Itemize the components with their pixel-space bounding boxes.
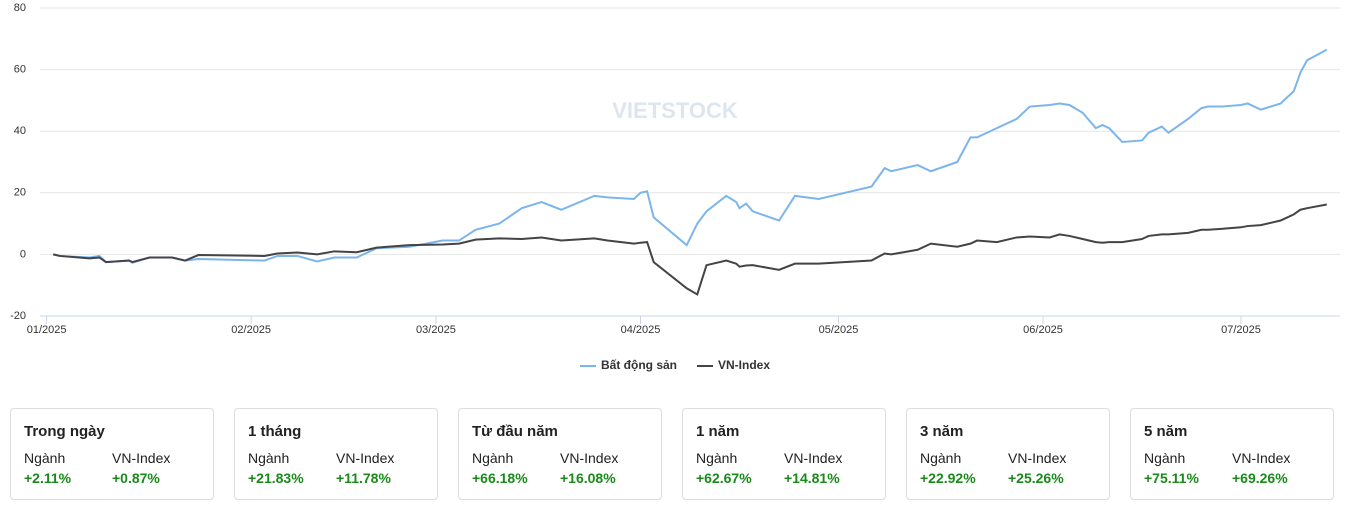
card-title: 1 tháng — [248, 423, 424, 440]
value-row: +22.92% +25.26% — [920, 470, 1096, 486]
sector-label: Ngành — [248, 450, 290, 466]
index-label: VN-Index — [1232, 450, 1291, 466]
card-title: 5 năm — [1144, 423, 1320, 440]
sector-label: Ngành — [1144, 450, 1186, 466]
x-tick-label: 03/2025 — [416, 324, 456, 336]
card-title-text: 1 tháng — [248, 423, 302, 440]
stat-card: 1 tháng Ngành VN-Index +21.83% +11.78% — [234, 408, 438, 500]
sector-label: Ngành — [920, 450, 962, 466]
card-title-text: 1 năm — [696, 423, 740, 440]
x-tick-label: 05/2025 — [819, 324, 859, 336]
y-tick-label: 60 — [14, 64, 26, 76]
stat-card: Từ đầu năm Ngành VN-Index +66.18% +16.08% — [458, 408, 662, 500]
sector-value: +2.11% — [24, 470, 72, 486]
sector-value: +21.83% — [248, 470, 304, 486]
index-value: +69.26% — [1232, 470, 1288, 486]
series-line — [52, 203, 1327, 296]
index-value: +25.26% — [1008, 470, 1064, 486]
x-tick-label: 02/2025 — [231, 324, 271, 336]
series-line — [52, 48, 1328, 264]
cards: Trong ngày Ngành VN-Index +2.11% +0.87% 1 thá… — [10, 408, 1334, 500]
value-row: +21.83% +11.78% — [248, 470, 424, 486]
card-title: Trong ngày — [24, 423, 200, 440]
stat-card: 1 năm Ngành VN-Index +62.67% +14.81% — [682, 408, 886, 500]
index-label: VN-Index — [560, 450, 619, 466]
label-row: Ngành VN-Index — [248, 450, 424, 466]
stat-card: Trong ngày Ngành VN-Index +2.11% +0.87% — [10, 408, 214, 500]
y-tick-label: -20 — [10, 310, 26, 322]
stat-card: 3 năm Ngành VN-Index +22.92% +25.26% — [906, 408, 1110, 500]
index-value: +11.78% — [336, 470, 391, 486]
index-value: +0.87% — [112, 470, 160, 486]
sector-label: Ngành — [696, 450, 738, 466]
value-row: +62.67% +14.81% — [696, 470, 872, 486]
card-title: 1 năm — [696, 423, 872, 440]
index-value: +16.08% — [560, 470, 616, 486]
card-title: 3 năm — [920, 423, 1096, 440]
y-tick-label: 0 — [20, 248, 26, 260]
value-row: +66.18% +16.08% — [472, 470, 648, 486]
index-label: VN-Index — [336, 450, 395, 466]
label-row: Ngành VN-Index — [24, 450, 200, 466]
index-label: VN-Index — [112, 450, 171, 466]
y-tick-label: 20 — [14, 187, 26, 199]
chart: VIETSTOCK -20 0 20 40 60 80 01/2025 02/2025 03/2… — [10, 2, 1340, 372]
sector-value: +66.18% — [472, 470, 528, 486]
x-tick-label: 01/2025 — [27, 324, 67, 336]
sector-value: +75.11% — [1144, 470, 1199, 486]
x-tick-label: 07/2025 — [1221, 324, 1261, 336]
x-tick-label: 04/2025 — [621, 324, 661, 336]
y-tick-label: 80 — [14, 2, 26, 14]
card-title-text: 5 năm — [1144, 423, 1188, 440]
value-row: +2.11% +0.87% — [24, 470, 200, 486]
x-tick-label: 06/2025 — [1023, 324, 1063, 336]
label-row: Ngành VN-Index — [1144, 450, 1320, 466]
card-title-text: 3 năm — [920, 423, 964, 440]
label-row: Ngành VN-Index — [920, 450, 1096, 466]
legend-label: Bất động sản — [601, 358, 677, 372]
value-row: +75.11% +69.26% — [1144, 470, 1320, 486]
sector-label: Ngành — [24, 450, 66, 466]
index-label: VN-Index — [784, 450, 843, 466]
index-label: VN-Index — [1008, 450, 1067, 466]
sector-value: +62.67% — [696, 470, 752, 486]
watermark: VIETSTOCK — [612, 98, 738, 123]
sector-value: +22.92% — [920, 470, 976, 486]
index-value: +14.81% — [784, 470, 840, 486]
y-tick-label: 40 — [14, 125, 26, 137]
card-title-text: Từ đầu năm — [472, 423, 558, 440]
card-title: Từ đầu năm — [472, 423, 648, 440]
legend-label: VN-Index — [718, 358, 770, 372]
stat-card: 5 năm Ngành VN-Index +75.11% +69.26% — [1130, 408, 1334, 500]
sector-label: Ngành — [472, 450, 514, 466]
label-row: Ngành VN-Index — [472, 450, 648, 466]
label-row: Ngành VN-Index — [696, 450, 872, 466]
card-title-text: Trong ngày — [24, 423, 105, 440]
